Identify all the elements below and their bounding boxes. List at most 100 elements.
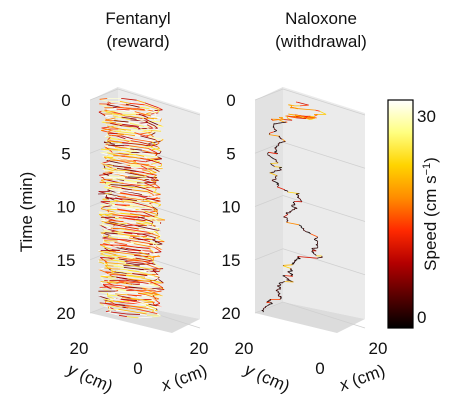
trajectory-segment bbox=[153, 252, 161, 257]
trajectory-segment bbox=[144, 182, 154, 188]
trajectory-segment bbox=[300, 226, 302, 228]
trajectory-segment bbox=[104, 145, 108, 149]
trajectory-segment bbox=[108, 144, 125, 147]
trajectory-segment bbox=[153, 178, 157, 182]
trajectory-segment bbox=[147, 157, 160, 163]
trajectory-segment bbox=[104, 136, 118, 140]
trajectory-segment bbox=[311, 248, 314, 250]
trajectory-segment bbox=[120, 149, 137, 152]
trajectory-segment bbox=[143, 117, 150, 122]
trajectory-segment bbox=[159, 118, 162, 122]
colorbar-scale bbox=[387, 99, 414, 329]
trajectory-segment bbox=[107, 130, 111, 133]
trajectory-segment bbox=[275, 290, 279, 292]
trajectory-segment bbox=[274, 152, 277, 154]
trajectory-segment bbox=[129, 102, 145, 106]
trajectory-segment bbox=[140, 157, 150, 161]
trajectory-segment bbox=[111, 291, 128, 295]
trajectory-segment bbox=[113, 120, 129, 123]
trajectory-segment bbox=[272, 126, 275, 128]
trajectory-segment bbox=[134, 207, 145, 212]
trajectory-segment bbox=[100, 148, 110, 153]
trajectory-segment bbox=[132, 189, 149, 193]
trajectory-segment bbox=[148, 255, 154, 258]
time-gridline bbox=[254, 301, 366, 329]
trajectory-segment bbox=[122, 123, 139, 127]
trajectory-segment bbox=[99, 244, 107, 249]
trajectory-segment bbox=[103, 240, 111, 244]
trajectory-segment bbox=[274, 177, 277, 179]
trajectory-segment bbox=[297, 257, 300, 259]
trajectory-segment bbox=[110, 184, 135, 187]
trajectory-segment bbox=[146, 193, 158, 198]
trajectory-segment bbox=[100, 206, 104, 210]
trajectory-segment bbox=[115, 131, 138, 134]
trajectory-segment bbox=[149, 241, 162, 248]
trajectory-segment bbox=[143, 126, 149, 129]
trajectory-segment bbox=[116, 281, 125, 284]
trajectory-segment bbox=[290, 116, 297, 119]
trajectory-segment bbox=[124, 263, 134, 267]
trajectory-segment bbox=[142, 239, 151, 243]
trajectory-segment bbox=[137, 216, 144, 219]
trajectory-segment bbox=[139, 314, 147, 316]
trajectory-segment bbox=[147, 231, 161, 237]
trajectory-segment bbox=[293, 206, 297, 209]
trajectory-segment bbox=[99, 302, 104, 307]
trajectory-segment bbox=[113, 157, 134, 161]
trajectory-segment bbox=[315, 109, 320, 112]
time-tick-label: 15 bbox=[222, 251, 241, 270]
trajectory-segment bbox=[138, 195, 148, 199]
trajectory-segment bbox=[146, 225, 159, 229]
trajectory-segment bbox=[291, 205, 293, 208]
trajectory-segment bbox=[142, 169, 150, 172]
time-tick-label: 10 bbox=[57, 198, 76, 217]
trajectory-segment bbox=[105, 271, 112, 273]
trajectory-segment bbox=[100, 148, 121, 151]
trajectory-segment bbox=[107, 234, 110, 238]
naloxone-origin-tick: 0 bbox=[315, 359, 324, 378]
trajectory-segment bbox=[315, 239, 318, 242]
trajectory-segment bbox=[284, 264, 293, 266]
trajectory-segment bbox=[118, 308, 141, 314]
trajectory-segment bbox=[139, 141, 158, 147]
trajectory-segment bbox=[121, 116, 137, 120]
trajectory-segment bbox=[120, 212, 141, 216]
trajectory-segment bbox=[118, 304, 125, 306]
trajectory-segment bbox=[282, 138, 286, 142]
trajectory-segment bbox=[134, 254, 149, 258]
trajectory-segment bbox=[104, 245, 106, 249]
trajectory-segment bbox=[151, 273, 157, 276]
trajectory-segment bbox=[103, 221, 117, 225]
trajectory-segment bbox=[127, 163, 141, 166]
trajectory-segment bbox=[105, 265, 114, 267]
trajectory-segment bbox=[296, 114, 311, 120]
trajectory-segment bbox=[103, 164, 114, 167]
trajectory-segment bbox=[102, 235, 118, 240]
trajectory-segment bbox=[272, 165, 275, 167]
trajectory-segment bbox=[140, 135, 156, 141]
trajectory-segment bbox=[114, 242, 128, 245]
trajectory-segment bbox=[304, 116, 308, 119]
trajectory-segment bbox=[100, 274, 110, 277]
trajectory-segment bbox=[148, 140, 161, 144]
trajectory-segment bbox=[115, 116, 122, 119]
trajectory-segment bbox=[127, 243, 133, 245]
trajectory-segment bbox=[106, 140, 123, 144]
trajectory-segment bbox=[138, 293, 146, 295]
trajectory-segment bbox=[112, 115, 131, 121]
trajectory-segment bbox=[152, 315, 161, 318]
time-tick-label: 20 bbox=[57, 304, 76, 323]
trajectory-segment bbox=[287, 115, 291, 118]
trajectory-segment bbox=[131, 240, 153, 245]
trajectory-segment bbox=[277, 145, 279, 147]
trajectory-segment bbox=[123, 267, 144, 271]
trajectory-segment bbox=[117, 233, 140, 237]
trajectory-segment bbox=[112, 113, 135, 117]
time-gridline bbox=[254, 195, 366, 222]
trajectory-segment bbox=[102, 172, 114, 174]
trajectory-segment bbox=[109, 299, 113, 302]
trajectory-segment bbox=[110, 159, 132, 162]
trajectory-segment bbox=[280, 297, 282, 299]
